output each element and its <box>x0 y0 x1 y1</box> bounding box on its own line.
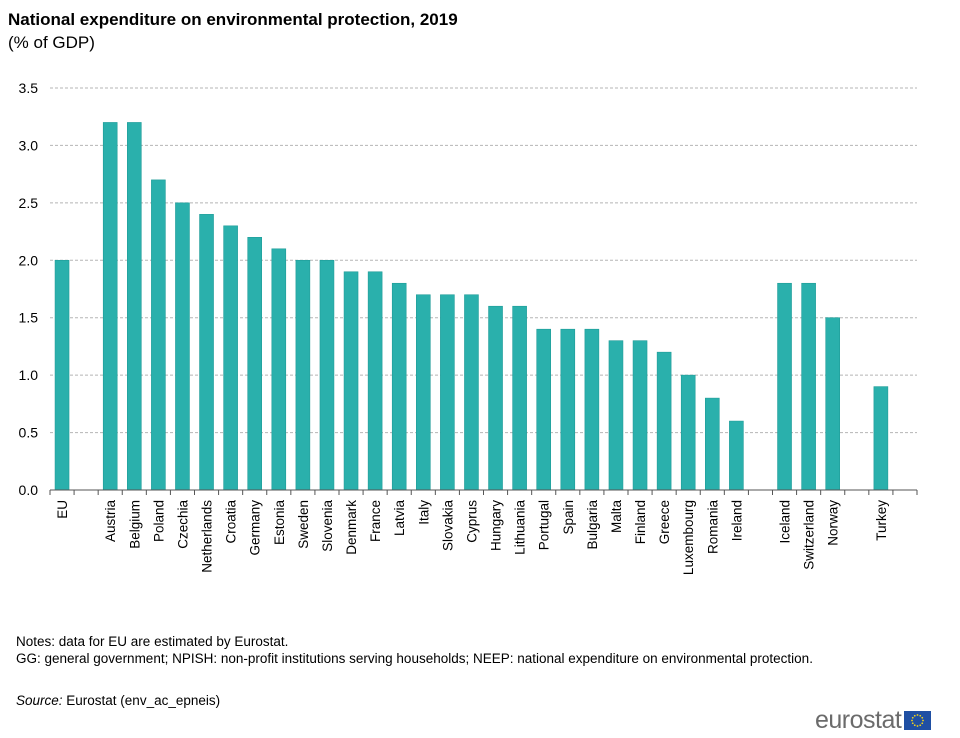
x-tick-label: Portugal <box>537 500 552 550</box>
bar-slovakia <box>440 294 455 491</box>
x-tick-label: Finland <box>633 500 648 544</box>
x-tick-label: Iceland <box>778 500 793 544</box>
x-tick-label: Latvia <box>392 500 407 537</box>
bar-finland <box>632 340 648 491</box>
bar-luxembourg <box>680 374 696 491</box>
x-tick-label: Spain <box>561 500 576 535</box>
source: Source: Eurostat (env_ac_epneis) <box>16 693 220 708</box>
bar-germany <box>247 237 262 491</box>
x-tick-label: France <box>368 500 383 542</box>
chart-title: National expenditure on environmental pr… <box>8 10 458 29</box>
x-tick-label: Slovakia <box>440 500 455 552</box>
bar-denmark <box>343 271 359 491</box>
bar-austria <box>102 122 118 491</box>
bar-italy <box>416 294 431 491</box>
x-tick-label: Sweden <box>296 500 311 549</box>
bar-netherlands <box>199 214 214 491</box>
x-tick-label: Turkey <box>874 500 889 541</box>
bar-spain <box>560 328 576 491</box>
y-tick-label: 3.5 <box>19 80 39 96</box>
bar-croatia <box>223 225 238 491</box>
bar-france <box>367 271 383 491</box>
y-tick-label: 3.0 <box>19 137 39 153</box>
bar-iceland <box>777 282 792 491</box>
x-tick-label: Slovenia <box>320 500 335 552</box>
x-tick-label: Netherlands <box>200 500 215 573</box>
y-tick-label: 2.0 <box>19 252 39 268</box>
y-tick-label: 1.0 <box>19 367 39 383</box>
bar-czechia <box>175 202 190 491</box>
source-label: Source: <box>16 693 63 708</box>
bar-greece <box>656 351 672 491</box>
bar-switzerland <box>801 282 816 491</box>
notes: Notes: data for EU are estimated by Euro… <box>16 633 916 667</box>
x-tick-label: Greece <box>657 500 672 544</box>
bar-poland <box>151 179 166 491</box>
x-tick-label: Estonia <box>272 500 287 546</box>
bar-malta <box>608 340 624 491</box>
bar-norway <box>825 317 840 491</box>
x-tick-label: Romania <box>705 500 720 555</box>
bar-portugal <box>536 328 551 491</box>
x-tick-label: Ireland <box>729 500 744 541</box>
x-tick-label: Croatia <box>224 500 239 544</box>
x-tick-label: EU <box>55 500 70 519</box>
eu-flag-icon <box>904 711 932 730</box>
source-text: Eurostat (env_ac_epneis) <box>62 693 221 708</box>
x-tick-label: Denmark <box>344 500 359 555</box>
bar-estonia <box>271 248 287 491</box>
x-tick-label: Hungary <box>489 500 504 551</box>
bar-latvia <box>391 282 407 491</box>
x-tick-label: Lithuania <box>513 500 528 555</box>
bar-belgium <box>127 122 142 491</box>
x-tick-label: Switzerland <box>802 500 817 570</box>
chart-subtitle: (% of GDP) <box>8 33 95 52</box>
y-tick-label: 0.0 <box>19 482 39 498</box>
y-tick-label: 1.5 <box>19 310 39 326</box>
y-tick-label: 0.5 <box>19 425 39 441</box>
bar-bulgaria <box>584 328 600 491</box>
note-line-1: Notes: data for EU are estimated by Euro… <box>16 634 289 649</box>
bar-slovenia <box>319 259 335 491</box>
x-tick-label: Poland <box>151 500 166 542</box>
bar-hungary <box>488 305 503 491</box>
x-tick-label: Luxembourg <box>681 500 696 575</box>
x-tick-label: Germany <box>248 500 263 556</box>
eurostat-logo: eurostat <box>815 706 932 735</box>
bar-cyprus <box>464 294 479 491</box>
bar-turkey <box>873 386 889 491</box>
bar-lithuania <box>512 305 527 491</box>
x-tick-label: Norway <box>826 500 841 546</box>
x-tick-label: Belgium <box>127 500 142 549</box>
x-tick-label: Italy <box>416 500 431 525</box>
note-line-2: GG: general government; NPISH: non-profi… <box>16 651 813 666</box>
bar-ireland <box>729 420 744 491</box>
x-tick-label: Bulgaria <box>585 500 600 550</box>
logo-text: eurostat <box>815 706 902 734</box>
y-tick-label: 2.5 <box>19 195 39 211</box>
bar-eu <box>54 259 70 491</box>
bar-sweden <box>295 259 311 491</box>
bar-romania <box>705 397 720 491</box>
bar-chart: 0.0 0.5 1.0 1.5 2.0 2.5 3.0 3.5 EU Austria Belgium… <box>19 80 918 575</box>
x-tick-label: Czechia <box>175 500 190 549</box>
x-tick-label: Cyprus <box>464 500 479 543</box>
x-tick-label: Austria <box>103 500 118 543</box>
x-tick-label: Malta <box>609 500 624 534</box>
